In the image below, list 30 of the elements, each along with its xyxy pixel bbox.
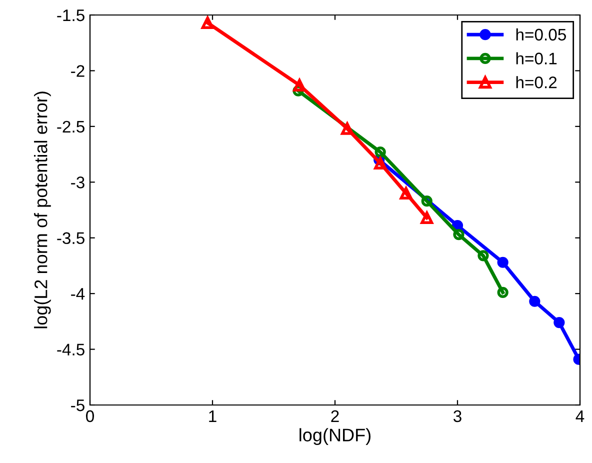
x-tick-label: 2 (331, 410, 339, 422)
point (478, 250, 489, 262)
point (201, 16, 214, 30)
y-tick-label: -2.5 (57, 120, 84, 133)
legend-label: h=0.1 (516, 52, 557, 64)
point (497, 286, 508, 298)
y-tick-label: -3.5 (57, 232, 84, 244)
point (529, 296, 540, 307)
point (293, 78, 306, 92)
y-tick-label: -4 (71, 288, 85, 300)
point (374, 146, 386, 158)
legend-label: h=0.2 (516, 76, 557, 88)
point (341, 122, 354, 135)
point (374, 156, 387, 170)
point (497, 256, 508, 268)
point (421, 196, 432, 207)
x-tick-label: 1 (209, 410, 216, 422)
point (554, 316, 565, 328)
x-tick-label: 4 (576, 410, 584, 422)
y-tick-label: -2 (71, 65, 84, 77)
point (453, 228, 464, 240)
y-tick-label: -5 (71, 400, 84, 412)
legend-label: h=0.05 (516, 28, 566, 41)
y-tick-label: -1.5 (57, 10, 84, 22)
x-tick-label: 3 (454, 410, 462, 422)
x-tick-label: 0 (86, 410, 94, 422)
x-axis-title: log(NDF) (300, 428, 370, 446)
y-tick-label: -4.5 (57, 344, 84, 356)
y-tick-label: -3 (71, 176, 84, 188)
y-axis-title: log(L2 norm of potential error) (34, 92, 51, 328)
